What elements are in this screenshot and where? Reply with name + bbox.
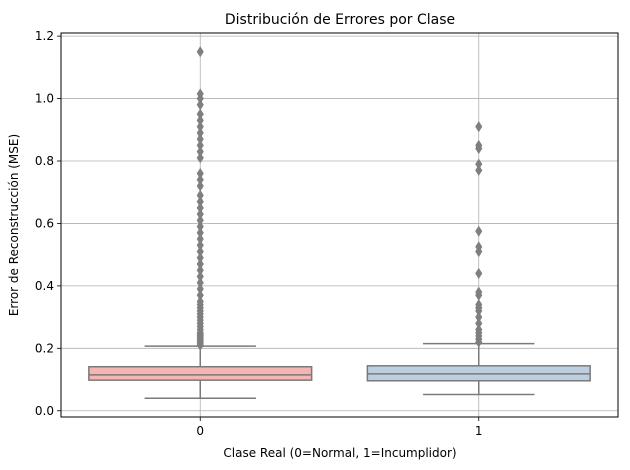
- grid-layer: [61, 33, 618, 417]
- y-tick-label: 0.0: [35, 404, 54, 418]
- outlier-point: [196, 196, 204, 208]
- outlier-point: [196, 88, 204, 100]
- outlier-point: [475, 139, 483, 151]
- x-axis-title: Clase Real (0=Normal, 1=Incumplidor): [223, 446, 456, 460]
- outlier-point: [475, 164, 483, 176]
- outlier-point: [196, 202, 204, 214]
- outlier-point: [475, 158, 483, 170]
- y-tick-label: 1.2: [35, 29, 54, 43]
- outlier-point: [196, 46, 204, 58]
- tick-layer: 0.0 0.2 0.4 0.6 0.8 1.0 1.2 0 1: [35, 29, 483, 438]
- outlier-point: [196, 146, 204, 158]
- outlier-point: [196, 108, 204, 120]
- outlier-point: [196, 283, 204, 295]
- box-iqr: [88, 365, 313, 381]
- outlier-point: [475, 311, 483, 323]
- y-tick-label: 0.6: [35, 216, 54, 230]
- outlier-point: [196, 114, 204, 126]
- outlier-point: [196, 139, 204, 151]
- outlier-point: [196, 152, 204, 164]
- outlier-point: [475, 225, 483, 237]
- y-tick-label: 0.8: [35, 154, 54, 168]
- outlier-point: [475, 317, 483, 329]
- outlier-point: [196, 214, 204, 226]
- outlier-point: [196, 289, 204, 301]
- outlier-point: [196, 167, 204, 180]
- outlier-point: [196, 189, 204, 201]
- chart-title: Distribución de Errores por Clase: [225, 12, 455, 28]
- outlier-point: [196, 264, 204, 276]
- plot-frame: [60, 32, 619, 418]
- outlier-point: [196, 133, 204, 145]
- outlier-point: [475, 286, 483, 298]
- outlier-point: [196, 127, 204, 139]
- outlier-point: [196, 121, 204, 133]
- outlier-point: [196, 252, 204, 264]
- outlier-point: [196, 227, 204, 239]
- outlier-point: [196, 239, 204, 251]
- y-tick-label: 0.2: [35, 341, 54, 355]
- y-tick-label: 0.4: [35, 279, 54, 293]
- outlier-point: [196, 258, 204, 270]
- outlier-point: [475, 299, 483, 311]
- outlier-point: [196, 295, 204, 308]
- x-tick-label: 1: [475, 424, 483, 438]
- outlier-point: [475, 267, 483, 279]
- outlier-point: [475, 121, 483, 133]
- outlier-point: [196, 221, 204, 233]
- outlier-point: [196, 270, 204, 283]
- outlier-point: [196, 180, 204, 192]
- y-axis-title: Error de Reconstrucción (MSE): [7, 134, 21, 316]
- outlier-point: [196, 174, 204, 186]
- y-tick-label: 1.0: [35, 92, 54, 106]
- outlier-point: [196, 233, 204, 245]
- outlier-point: [196, 245, 204, 258]
- outlier-point: [475, 241, 483, 253]
- outlier-point: [475, 324, 483, 336]
- x-tick-label: 0: [196, 424, 204, 438]
- outlier-point: [196, 208, 204, 220]
- outlier-point: [196, 277, 204, 289]
- outlier-point: [196, 99, 204, 111]
- box-layer: [88, 46, 591, 400]
